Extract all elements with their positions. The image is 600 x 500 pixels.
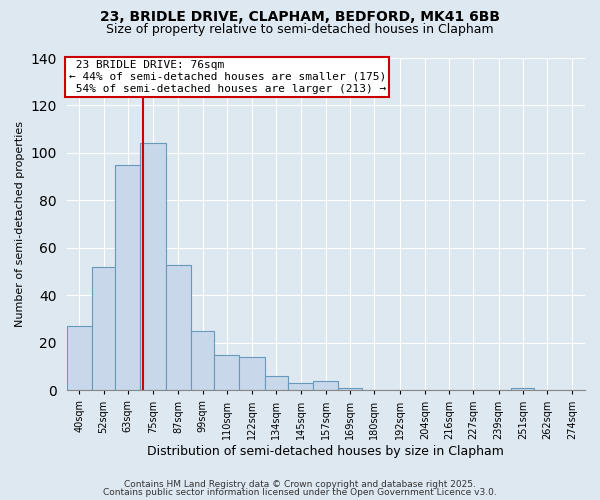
Bar — [239, 357, 265, 390]
Bar — [214, 355, 239, 390]
Bar — [265, 376, 288, 390]
Bar — [92, 267, 115, 390]
Bar — [191, 331, 214, 390]
X-axis label: Distribution of semi-detached houses by size in Clapham: Distribution of semi-detached houses by … — [148, 444, 504, 458]
Bar — [338, 388, 362, 390]
Text: Contains HM Land Registry data © Crown copyright and database right 2025.: Contains HM Land Registry data © Crown c… — [124, 480, 476, 489]
Bar — [166, 264, 191, 390]
Bar — [511, 388, 535, 390]
Text: 23 BRIDLE DRIVE: 76sqm
← 44% of semi-detached houses are smaller (175)
 54% of s: 23 BRIDLE DRIVE: 76sqm ← 44% of semi-det… — [69, 60, 386, 94]
Y-axis label: Number of semi-detached properties: Number of semi-detached properties — [15, 121, 25, 327]
Bar — [140, 144, 166, 390]
Text: Contains public sector information licensed under the Open Government Licence v3: Contains public sector information licen… — [103, 488, 497, 497]
Bar — [313, 381, 338, 390]
Bar — [288, 384, 313, 390]
Text: Size of property relative to semi-detached houses in Clapham: Size of property relative to semi-detach… — [106, 22, 494, 36]
Bar — [115, 165, 140, 390]
Bar — [67, 326, 92, 390]
Text: 23, BRIDLE DRIVE, CLAPHAM, BEDFORD, MK41 6BB: 23, BRIDLE DRIVE, CLAPHAM, BEDFORD, MK41… — [100, 10, 500, 24]
